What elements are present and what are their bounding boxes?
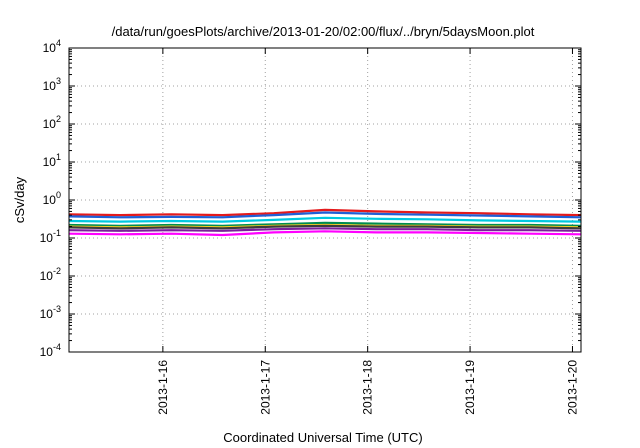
y-tick-label: 104 — [43, 38, 61, 55]
y-tick-label: 10-1 — [40, 228, 61, 245]
y-axis: 10-4 10-3 10-2 10-1 100 101 102 103 104 — [40, 38, 581, 359]
series-line-1 — [68, 208, 582, 217]
series-line-7 — [68, 227, 582, 232]
series-line-8 — [68, 230, 582, 237]
x-axis: 2013-1-16 2013-1-17 2013-1-18 2013-1-19 2013… — [156, 48, 579, 415]
series-line-3 — [68, 216, 582, 223]
series-line-2 — [68, 211, 582, 219]
x-tick-label: 2013-1-19 — [463, 360, 477, 415]
y-tick-label: 10-3 — [40, 304, 61, 321]
y-tick-label: 100 — [43, 190, 61, 207]
x-tick-label: 2013-1-17 — [258, 360, 272, 415]
series-layer — [68, 208, 582, 237]
y-tick-label: 10-4 — [40, 342, 61, 359]
series-line-6 — [68, 224, 582, 230]
x-tick-label: 2013-1-18 — [361, 360, 375, 415]
y-tick-label: 102 — [43, 114, 61, 131]
grid — [69, 48, 581, 352]
y-tick-label: 10-2 — [40, 266, 61, 283]
y-axis-label: cSv/day — [12, 176, 27, 223]
y-tick-label: 103 — [43, 76, 61, 93]
y-tick-label: 101 — [43, 152, 61, 169]
x-tick-label: 2013-1-20 — [565, 360, 579, 415]
x-axis-label: Coordinated Universal Time (UTC) — [223, 430, 422, 445]
x-tick-label: 2013-1-16 — [156, 360, 170, 415]
chart-title: /data/run/goesPlots/archive/2013-01-20/0… — [112, 24, 535, 39]
series-line-4 — [68, 221, 582, 227]
